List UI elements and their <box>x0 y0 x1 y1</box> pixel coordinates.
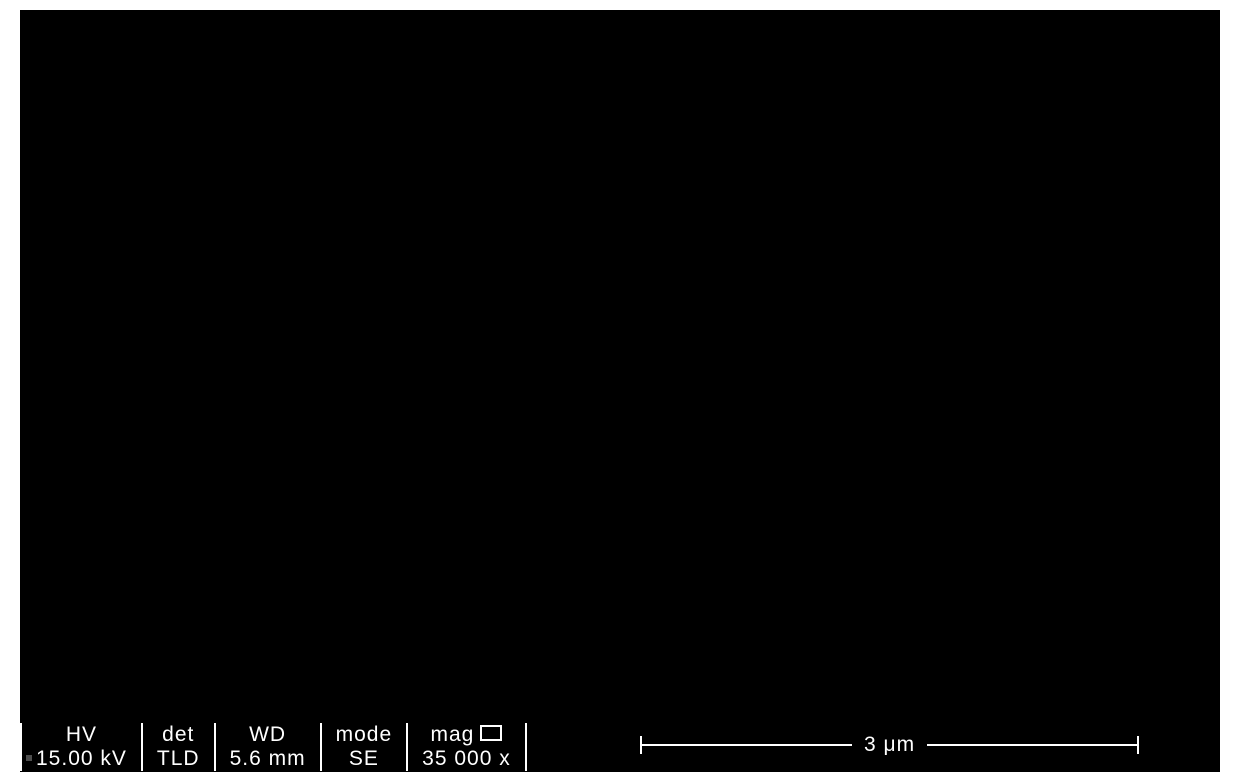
info-value-det: TLD <box>157 747 200 771</box>
info-value-mode: SE <box>349 747 379 771</box>
scale-line-left <box>642 744 852 746</box>
info-value-mag: 35 000 x <box>422 747 511 771</box>
info-cell-mag: mag35 000 x <box>408 723 525 771</box>
info-value-hv: 15.00 kV <box>36 747 127 771</box>
scale-line-right <box>927 744 1137 746</box>
info-value-wd: 5.6 mm <box>230 747 306 771</box>
info-label-mode: mode <box>336 723 393 747</box>
sem-image-area <box>20 10 1220 772</box>
info-cell-wd: WD5.6 mm <box>216 723 320 771</box>
mag-box-icon <box>480 725 502 741</box>
info-divider <box>525 723 527 771</box>
scale-bar-label: 3 μm <box>852 733 927 757</box>
info-cell-hv: HV15.00 kV <box>22 723 141 771</box>
scale-bar: 3 μm <box>640 733 1139 757</box>
info-cell-det: detTLD <box>143 723 214 771</box>
info-label-wd: WD <box>249 723 286 747</box>
info-label-hv: HV <box>66 723 97 747</box>
info-label-det: det <box>162 723 194 747</box>
info-cell-mode: modeSE <box>322 723 407 771</box>
info-label-mag: mag <box>431 723 503 747</box>
sem-info-bar: HV15.00 kVdetTLDWD5.6 mmmodeSEmag35 000 … <box>20 719 527 771</box>
scale-tick-right <box>1137 736 1139 754</box>
sem-micrograph-frame: HV15.00 kVdetTLDWD5.6 mmmodeSEmag35 000 … <box>0 0 1239 783</box>
